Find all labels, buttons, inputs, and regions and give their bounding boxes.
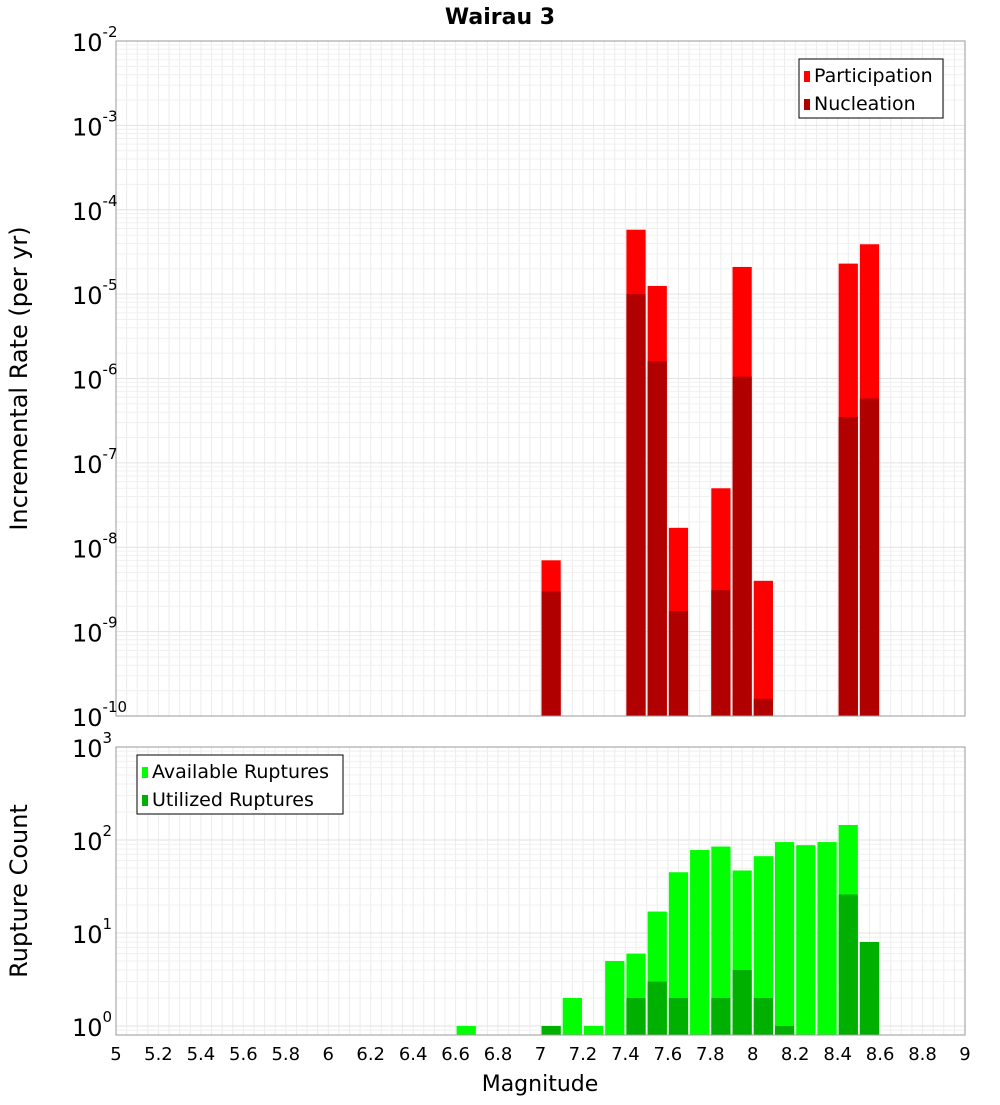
y-tick-label: 10-2 [72,23,118,57]
y-tick-label: 10-7 [72,445,118,479]
series-b-bar [647,981,667,1035]
x-tick-label: 7.2 [569,1044,598,1065]
series-b-bar [838,416,858,716]
x-tick-label: 8.8 [908,1044,937,1065]
x-tick-label: 6 [323,1044,334,1065]
legend-box [136,754,344,815]
series-b-bar [753,698,773,716]
series-a-bar [456,1025,476,1035]
rate-panel-y-axis-label: Incremental Rate (per yr) [5,226,33,530]
series-a-bar [605,960,625,1035]
series-b-bar [541,591,561,716]
series-b-bar [732,969,752,1035]
y-tick-label: 10-5 [72,276,118,310]
series-a-bar [753,856,773,1035]
legend-swatch [804,71,810,82]
x-tick-label: 5.6 [229,1044,258,1065]
x-tick-label: 7 [535,1044,546,1065]
x-tick-label: 6.8 [484,1044,513,1065]
series-b-bar [838,894,858,1035]
legend-swatch [804,99,810,110]
x-tick-label: 8.2 [781,1044,810,1065]
series-b-bar [711,590,731,716]
x-tick-label: 7.4 [611,1044,640,1065]
y-tick-label: 10-4 [72,192,118,226]
x-tick-label: 9 [959,1044,970,1065]
series-a-bar [817,842,837,1035]
x-tick-label: 6.6 [441,1044,470,1065]
x-tick-label: 7.6 [654,1044,683,1065]
series-b-bar [541,1025,561,1035]
series-a-bar [690,850,710,1035]
x-tick-label: 8 [747,1044,758,1065]
series-a-bar [796,845,816,1035]
x-tick-label: 6.4 [399,1044,428,1065]
x-tick-label: 6.2 [356,1044,385,1065]
series-a-bar [711,846,731,1035]
count-panel-legend: Available Ruptures Utilized Ruptures [136,754,344,815]
legend-box [798,58,944,119]
x-tick-label: 5.2 [144,1044,173,1065]
series-a-bar [774,842,795,1035]
count-panel-frame [115,746,966,1036]
series-b-bar [668,997,689,1035]
legend-label: Nucleation [814,93,916,115]
chart-title: Wairau 3 [445,5,555,30]
x-tick-label: 8.6 [866,1044,895,1065]
count-panel-bars [456,824,880,1035]
series-b-bar [859,942,880,1035]
y-tick-label: 10-10 [72,698,127,732]
x-tick-label: 5.8 [271,1044,300,1065]
y-tick-label: 101 [72,915,112,949]
x-tick-label: 5.4 [187,1044,216,1065]
legend-label: Utilized Ruptures [152,789,314,811]
series-a-bar [583,1025,604,1035]
legend-swatch [142,795,148,806]
series-b-bar [732,376,752,716]
legend-label: Available Ruptures [152,761,329,783]
series-b-bar [668,611,689,716]
series-b-bar [753,997,773,1035]
y-tick-label: 10-6 [72,361,118,395]
series-a-bar [562,997,582,1035]
y-tick-label: 103 [72,729,112,763]
y-tick-label: 100 [72,1008,112,1042]
legend-label: Participation [814,65,933,87]
y-tick-label: 10-8 [72,529,118,563]
count-panel-y-axis-label: Rupture Count [5,804,33,978]
series-b-bar [626,997,646,1035]
series-b-bar [711,997,731,1035]
y-tick-label: 102 [72,822,112,856]
y-tick-label: 10-3 [72,107,118,141]
series-a-bar [753,580,773,716]
rate-panel-gridlines [115,40,966,717]
x-tick-label: 5 [110,1044,121,1065]
y-tick-label: 10-9 [72,614,118,648]
x-tick-label: 7.8 [696,1044,725,1065]
legend-swatch [142,767,148,778]
rate-panel-legend: Participation Nucleation [798,58,944,119]
series-b-bar [774,1025,795,1035]
series-b-bar [626,294,646,716]
series-a-bar [668,872,689,1035]
x-axis-label: Magnitude [482,1072,599,1097]
rate-panel-bars [541,229,880,717]
series-b-bar [647,361,667,716]
x-tick-label: 8.4 [823,1044,852,1065]
count-panel-y-ticks: 100 101 102 103 [72,729,112,1042]
x-axis-ticks: 5 5.2 5.4 5.6 5.8 6 6.2 6.4 6.6 6.8 7 7.2 7.4 7.6 7.8 8… [110,1044,970,1065]
series-b-bar [859,398,880,716]
rate-panel-frame [115,40,966,717]
